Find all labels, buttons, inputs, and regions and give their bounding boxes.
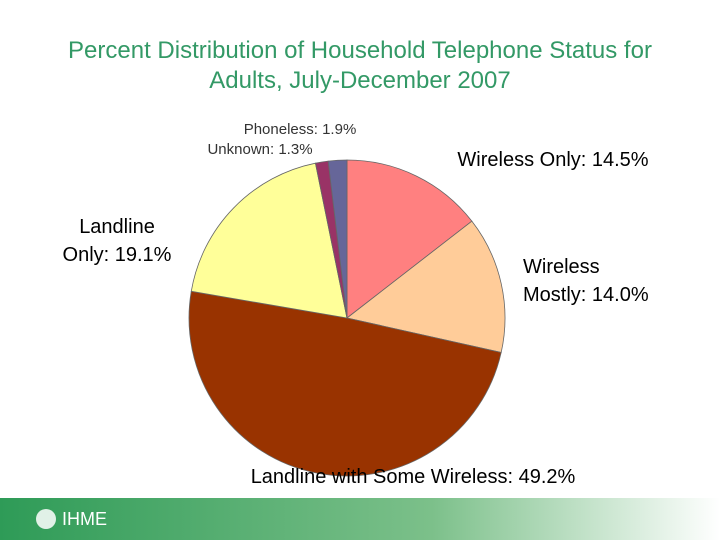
- footer-bar: [0, 498, 720, 540]
- slice-label: Wireless Only: 14.5%: [457, 149, 648, 171]
- slice-label-line: Unknown: 1.3%: [207, 141, 312, 158]
- logo-text: IHME: [62, 509, 107, 529]
- slice-label-line: Mostly: 14.0%: [523, 284, 649, 306]
- slice-label: Wireless Mostly: 14.0%: [523, 256, 649, 306]
- pie-slice: [346, 220, 506, 353]
- logo-icon: [36, 509, 56, 529]
- slice-label: Phoneless: 1.9%: [244, 121, 357, 138]
- slice-label-line: Landline with Some Wireless: 49.2%: [251, 466, 576, 488]
- chart-title: Percent Distribution of Household Teleph…: [68, 37, 652, 94]
- pie-slice: [188, 290, 502, 477]
- pie-slice: [190, 162, 348, 319]
- slice-label-line: Wireless Only: 14.5%: [457, 149, 648, 171]
- slice-label-line: Only: 19.1%: [63, 244, 172, 266]
- pie-slice: [327, 159, 348, 319]
- pie-slice: [346, 159, 473, 319]
- slice-label: Landline with Some Wireless: 49.2%: [251, 466, 576, 488]
- slice-label-line: Wireless: [523, 256, 600, 278]
- slice-label: Unknown: 1.3%: [207, 141, 312, 158]
- slice-label-line: Phoneless: 1.9%: [244, 121, 357, 138]
- slice-label: Landline Only: 19.1%: [63, 216, 172, 266]
- slice-label-line: Landline: [79, 216, 155, 238]
